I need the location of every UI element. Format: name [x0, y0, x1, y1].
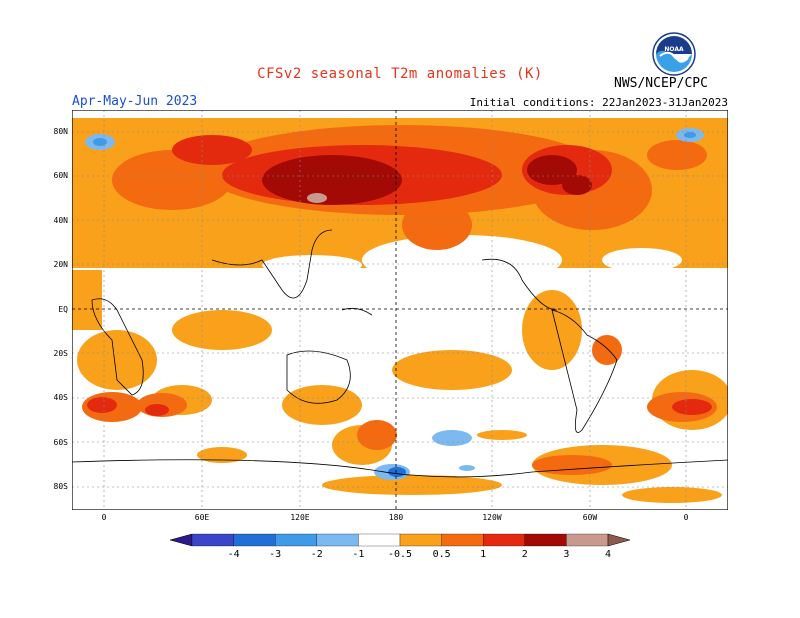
colorbar-segment: [399, 533, 442, 547]
colorbar-segment: [275, 533, 317, 547]
lon-label-60w: 60W: [582, 513, 598, 522]
colorbar-tick-label: -4: [227, 549, 240, 560]
logo-text: NOAA: [664, 46, 684, 53]
lon-label-120e: 120E: [290, 513, 310, 522]
agency-label: NWS/NCEP/CPC: [614, 76, 708, 91]
colorbar-tick-label: 0.5: [432, 549, 451, 560]
lat-label-60s: 60S: [53, 438, 68, 447]
warm-anomaly-extreme: [307, 193, 327, 203]
initial-conditions-label: Initial conditions: 22Jan2023-31Jan2023: [469, 96, 728, 109]
colorbar-segment: [191, 533, 234, 547]
colorbar-segment: [441, 533, 484, 547]
coastlines: [72, 229, 728, 478]
colorbar-segment: [233, 533, 276, 547]
colorbar-arrow-low: [170, 533, 193, 547]
colorbar-tick-label: -0.5: [387, 549, 413, 560]
noaa-logo: NOAA: [652, 32, 696, 76]
lat-label-20s: 20S: [53, 349, 68, 358]
lat-label-40s: 40S: [53, 393, 68, 402]
ocean-white-gaps: [262, 235, 682, 285]
colorbar-segment: [483, 533, 525, 547]
lon-label-0-east: 0: [683, 513, 689, 522]
lat-label-80n: 80N: [53, 127, 68, 136]
colorbar-segment: [358, 533, 401, 547]
colorbar-tick-label: -3: [269, 549, 282, 560]
lat-label-80s: 80S: [53, 482, 68, 491]
lon-label-180: 180: [388, 513, 404, 522]
lat-label-eq: EQ: [58, 305, 68, 314]
colorbar-tick-label: 3: [563, 549, 570, 560]
colorbar-tick-label: -1: [352, 549, 365, 560]
colorbar: [170, 533, 630, 547]
colorbar-tick-label: -2: [310, 549, 323, 560]
colorbar-segment: [566, 533, 609, 547]
colorbar-tick-label: 4: [604, 549, 612, 560]
colorbar-arrow-high: [607, 533, 630, 547]
colorbar-tick-label: 1: [480, 549, 487, 560]
map-title: CFSv2 seasonal T2m anomalies (K): [257, 66, 543, 82]
lon-label-0: 0: [101, 513, 107, 522]
lat-label-60n: 60N: [53, 171, 68, 180]
colorbar-segment: [316, 533, 359, 547]
lon-label-60e: 60E: [194, 513, 210, 522]
lat-label-40n: 40N: [53, 216, 68, 225]
colorbar-segment: [524, 533, 567, 547]
reference-lines: [72, 110, 728, 510]
colorbar-tick-label: 2: [521, 549, 528, 560]
warm-anomaly-very-strong: [262, 155, 592, 205]
anomaly-map: [72, 110, 728, 510]
lat-label-20n: 20N: [53, 260, 68, 269]
grid-lines: [72, 110, 728, 510]
season-label: Apr-May-Jun 2023: [72, 94, 198, 109]
lon-label-120w: 120W: [482, 513, 502, 522]
